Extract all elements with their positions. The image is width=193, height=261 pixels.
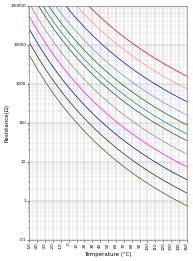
Y-axis label: Resistance(Ω): Resistance(Ω)	[4, 104, 9, 141]
X-axis label: Temperature (°C): Temperature (°C)	[84, 252, 132, 257]
